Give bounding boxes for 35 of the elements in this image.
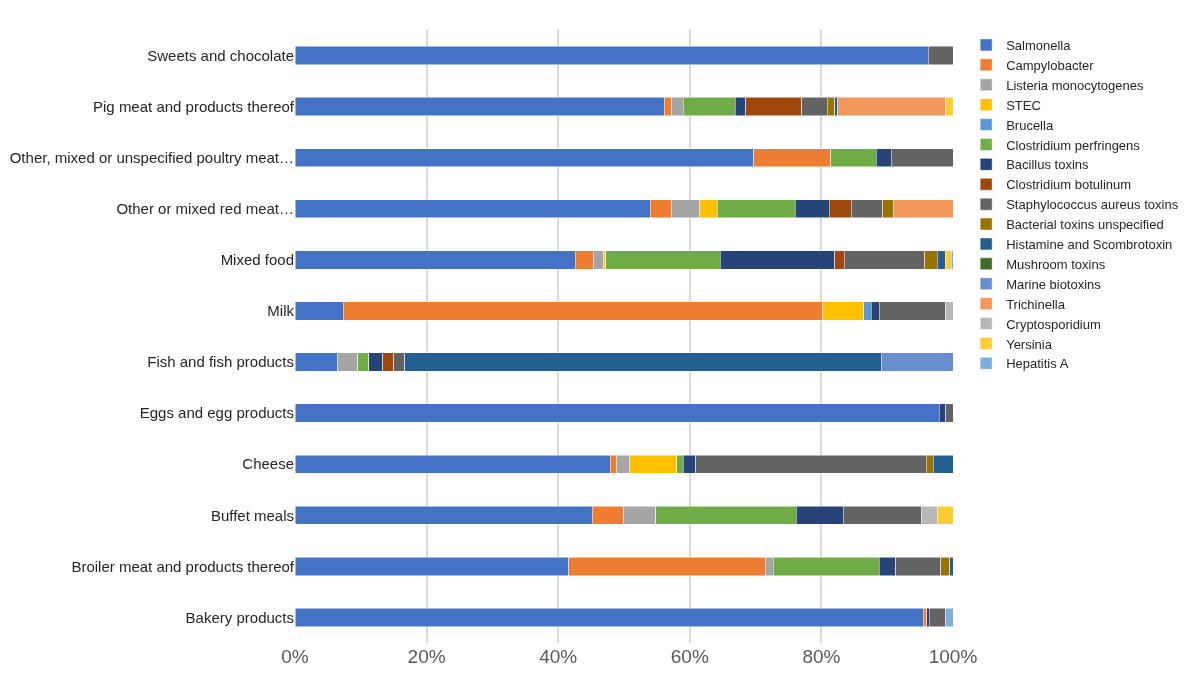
y-tick-label: Pig meat and products thereof (93, 97, 295, 115)
y-tick-label: Other or mixed red meat… (116, 200, 294, 218)
x-tick-label: 80% (802, 646, 841, 667)
x-tick-label: 0% (281, 646, 309, 667)
x-tick-label: 40% (539, 646, 578, 667)
y-tick-label: Sweets and chocolate (147, 46, 294, 64)
x-tick-label: 20% (407, 646, 446, 667)
x-tick-label: 100% (928, 646, 978, 667)
legend-label: Clostridium botulinum (1006, 177, 1132, 193)
legend-label: Salmonella (1006, 38, 1072, 54)
legend-label: Clostridium perfringens (1006, 137, 1141, 153)
legend-label: Campylobacter (1006, 57, 1095, 73)
y-tick-label: Fish and fish products (147, 353, 294, 371)
y-tick-label: Mixed food (220, 251, 294, 269)
y-tick-label: Broiler meat and products thereof (71, 557, 295, 575)
legend-label: Hepatitis A (1006, 356, 1069, 372)
y-tick-label: Other, mixed or unspecified poultry meat… (9, 148, 294, 166)
legend-label: Mushroom toxins (1006, 256, 1106, 272)
legend-label: Brucella (1006, 117, 1054, 133)
legend-label: Yersinia (1006, 336, 1053, 352)
y-tick-label: Cheese (242, 455, 294, 473)
y-tick-label: Bakery products (185, 608, 294, 626)
legend-label: Cryptosporidium (1006, 316, 1101, 332)
legend-label: Bacillus toxins (1006, 157, 1090, 173)
legend-label: Trichinella (1006, 296, 1066, 312)
legend-label: STEC (1006, 97, 1041, 113)
legend-label: Marine biotoxins (1006, 276, 1102, 292)
x-tick-label: 60% (670, 646, 709, 667)
y-tick-label: Buffet meals (210, 506, 294, 524)
legend-label: Listeria monocytogenes (1006, 77, 1144, 93)
legend-label: Staphylococcus aureus toxins (1006, 197, 1179, 213)
legend-label: Histamine and Scombrotoxin (1006, 237, 1173, 253)
y-tick-label: Eggs and egg products (139, 404, 294, 422)
y-tick-label: Milk (267, 302, 295, 320)
legend-label: Bacterial toxins unspecified (1006, 217, 1164, 233)
